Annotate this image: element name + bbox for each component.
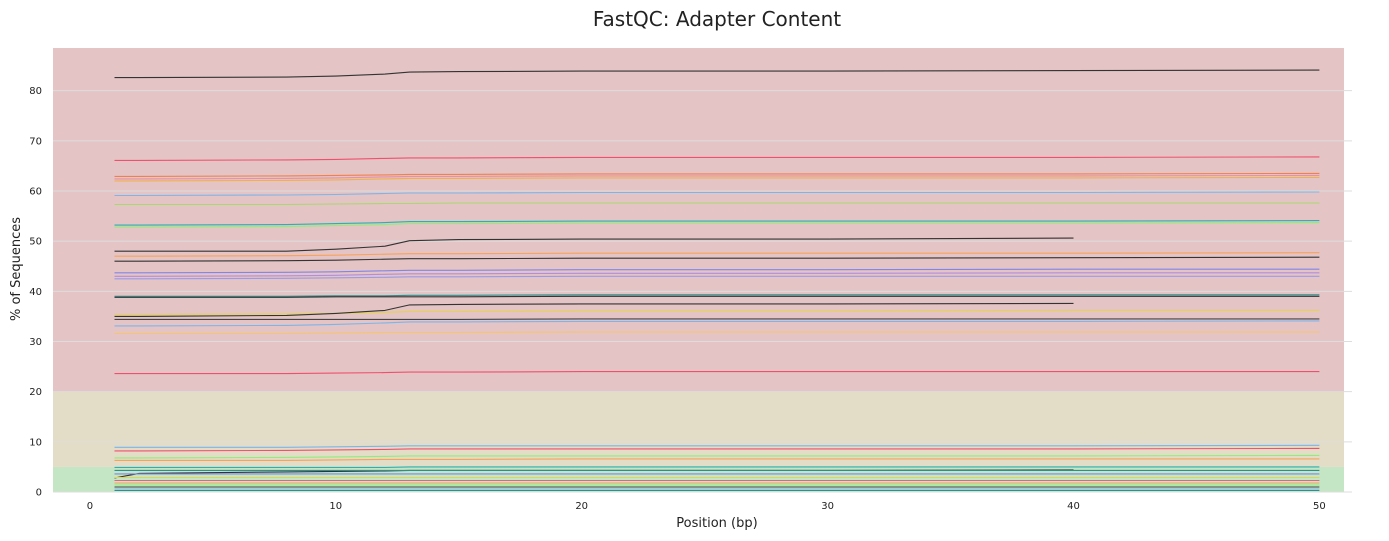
series-line-21 bbox=[114, 331, 1320, 335]
band-1 bbox=[53, 391, 1344, 467]
series-line-22 bbox=[114, 371, 1320, 375]
band-2 bbox=[53, 48, 1344, 392]
chart-title: FastQC: Adapter Content bbox=[593, 7, 841, 31]
series-line-14 bbox=[114, 275, 1320, 280]
status-bands bbox=[53, 48, 1344, 492]
y-tick-label-20: 20 bbox=[29, 387, 42, 398]
series-line-7 bbox=[114, 220, 1320, 226]
x-tick-label-40: 40 bbox=[1067, 501, 1080, 512]
y-tick-label-60: 60 bbox=[29, 186, 42, 197]
x-tick-label-10: 10 bbox=[329, 501, 342, 512]
series-line-9 bbox=[114, 237, 1074, 252]
series-line-25 bbox=[114, 454, 1320, 459]
series-line-0 bbox=[114, 69, 1320, 79]
series-line-26 bbox=[114, 458, 1320, 461]
x-axis-ticks: 0 10 20 30 40 50 bbox=[87, 501, 1326, 512]
x-tick-label-20: 20 bbox=[575, 501, 588, 512]
y-axis-label: % of Sequences bbox=[9, 217, 24, 321]
series-lines bbox=[114, 69, 1320, 492]
series-line-5 bbox=[114, 191, 1320, 197]
y-tick-label-0: 0 bbox=[36, 488, 42, 499]
x-tick-label-30: 30 bbox=[821, 501, 834, 512]
series-line-12 bbox=[114, 268, 1320, 274]
series-line-3 bbox=[114, 174, 1320, 180]
x-tick-label-0: 0 bbox=[87, 501, 93, 512]
y-tick-label-10: 10 bbox=[29, 437, 42, 448]
series-line-13 bbox=[114, 272, 1320, 277]
y-tick-label-80: 80 bbox=[29, 86, 42, 97]
series-line-20 bbox=[114, 320, 1320, 327]
x-tick-label-50: 50 bbox=[1313, 501, 1326, 512]
y-axis-ticks: 0 10 20 30 40 50 60 70 80 bbox=[29, 86, 42, 498]
series-line-2 bbox=[114, 172, 1320, 177]
series-line-27 bbox=[114, 466, 1320, 468]
series-line-16 bbox=[114, 295, 1320, 298]
series-line-8 bbox=[114, 222, 1320, 228]
series-line-18 bbox=[114, 302, 1074, 317]
y-tick-label-30: 30 bbox=[29, 337, 42, 348]
series-line-17 bbox=[114, 309, 1320, 315]
series-line-23 bbox=[114, 444, 1320, 448]
y-tick-label-50: 50 bbox=[29, 237, 42, 248]
series-line-1 bbox=[114, 156, 1320, 161]
series-line-4 bbox=[114, 176, 1320, 182]
y-tick-label-40: 40 bbox=[29, 287, 42, 298]
series-line-11 bbox=[114, 256, 1320, 262]
grid-lines bbox=[53, 90, 1352, 493]
y-tick-label-70: 70 bbox=[29, 136, 42, 147]
series-line-6 bbox=[114, 202, 1320, 206]
series-line-10 bbox=[114, 252, 1320, 257]
series-line-24 bbox=[114, 447, 1320, 452]
series-line-19 bbox=[114, 318, 1320, 320]
x-axis-label: Position (bp) bbox=[676, 516, 757, 531]
series-line-15 bbox=[114, 294, 1320, 297]
band-0 bbox=[53, 466, 1344, 492]
